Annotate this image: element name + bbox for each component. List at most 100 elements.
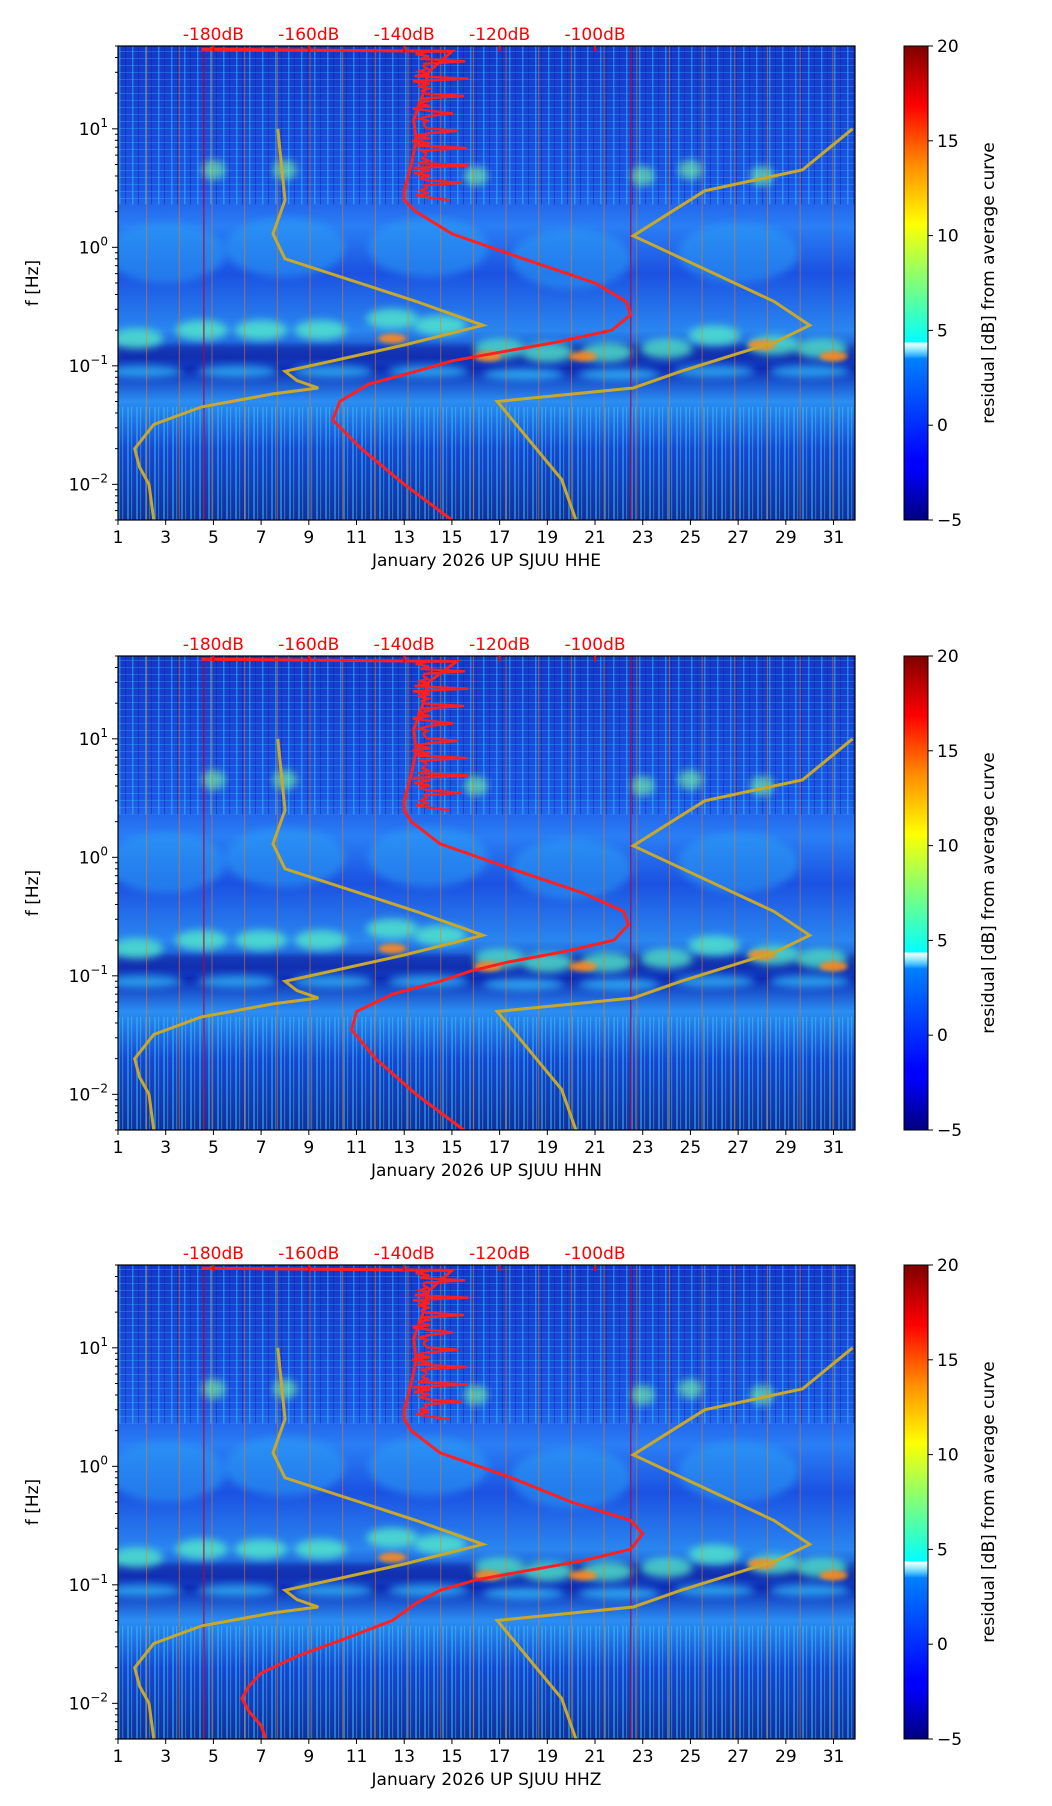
x-tick-label: 15 bbox=[441, 1747, 463, 1767]
x-tick-label: 13 bbox=[393, 528, 415, 548]
y-tick-label: 101 bbox=[79, 726, 108, 750]
x-tick-label: 29 bbox=[775, 528, 797, 548]
colorbar-tick-label: 10 bbox=[937, 227, 959, 247]
x-tick-label: 17 bbox=[489, 1138, 511, 1158]
colorbar-tick-label: −5 bbox=[937, 1121, 962, 1141]
y-tick-label: 10−2 bbox=[69, 471, 108, 495]
x-tick-label: 11 bbox=[346, 1138, 368, 1158]
y-axis-label: f [Hz] bbox=[23, 870, 43, 916]
low-noise-model bbox=[133, 1347, 489, 1739]
x-tick-label: 29 bbox=[775, 1138, 797, 1158]
colorbar-tick-label: −5 bbox=[937, 1730, 962, 1750]
x-tick-label: 25 bbox=[680, 528, 702, 548]
x-tick-label: 17 bbox=[489, 528, 511, 548]
colorbar-tick-label: 15 bbox=[937, 1351, 959, 1371]
top-db-label: -140dB bbox=[374, 25, 435, 45]
x-tick-label: 25 bbox=[680, 1747, 702, 1767]
top-db-label: -120dB bbox=[469, 1244, 530, 1264]
x-tick-label: 23 bbox=[632, 528, 654, 548]
x-tick-label: 9 bbox=[303, 1747, 314, 1767]
average-psd-curve bbox=[201, 657, 631, 1130]
colorbar-label: residual [dB] from average curve bbox=[979, 752, 999, 1033]
y-axis-label: f [Hz] bbox=[23, 260, 43, 306]
x-tick-label: 27 bbox=[727, 1747, 749, 1767]
x-tick-label: 27 bbox=[727, 528, 749, 548]
average-psd-curve bbox=[201, 47, 633, 520]
x-tick-label: 13 bbox=[393, 1138, 415, 1158]
y-axis-label: f [Hz] bbox=[23, 1479, 43, 1525]
x-axis-label: January 2026 UP SJUU HHZ bbox=[371, 1770, 602, 1790]
x-tick-label: 17 bbox=[489, 1747, 511, 1767]
colorbar-tick-label: 0 bbox=[937, 1026, 948, 1046]
x-tick-label: 1 bbox=[113, 1747, 124, 1767]
y-tick-label: 10−1 bbox=[69, 963, 108, 987]
x-tick-label: 23 bbox=[632, 1747, 654, 1767]
y-tick-label: 10−1 bbox=[69, 1572, 108, 1596]
high-noise-model bbox=[494, 127, 854, 520]
x-tick-label: 3 bbox=[160, 1747, 171, 1767]
colorbar-tick-label: 10 bbox=[937, 1446, 959, 1466]
colorbar: −5 0 5 10 15 20 residual [dB] from average cur… bbox=[903, 37, 999, 531]
x-tick-label: 19 bbox=[537, 1747, 559, 1767]
x-tick-label: 7 bbox=[256, 528, 267, 548]
low-noise-model bbox=[133, 738, 489, 1130]
x-tick-label: 13 bbox=[393, 1747, 415, 1767]
x-axis-label: January 2026 UP SJUU HHN bbox=[370, 1161, 602, 1181]
x-tick-label: 31 bbox=[823, 1138, 845, 1158]
colorbar-tick-label: 5 bbox=[937, 1540, 948, 1560]
x-tick-label: 3 bbox=[160, 1138, 171, 1158]
x-tick-label: 11 bbox=[346, 1747, 368, 1767]
colorbar-tick-label: 0 bbox=[937, 416, 948, 436]
spectrogram-image bbox=[118, 656, 855, 1130]
x-tick-label: 21 bbox=[584, 1747, 606, 1767]
colorbar-tick-label: 5 bbox=[937, 931, 948, 951]
colorbar-tick-label: 15 bbox=[937, 132, 959, 152]
x-tick-label: 25 bbox=[680, 1138, 702, 1158]
x-tick-label: 5 bbox=[208, 1747, 219, 1767]
top-db-label: -140dB bbox=[374, 635, 435, 655]
colorbar-tick-label: 5 bbox=[937, 321, 948, 341]
colorbar-tick-label: 15 bbox=[937, 742, 959, 762]
colorbar-tick-label: 10 bbox=[937, 837, 959, 857]
x-tick-label: 1 bbox=[113, 528, 124, 548]
colorbar-tick-label: 20 bbox=[937, 1256, 959, 1276]
x-tick-label: 19 bbox=[537, 1138, 559, 1158]
spectrogram-image bbox=[118, 1265, 855, 1739]
x-tick-label: 15 bbox=[441, 528, 463, 548]
colorbar-tick-label: −5 bbox=[937, 511, 962, 531]
y-tick-label: 10−2 bbox=[69, 1690, 108, 1714]
y-tick-label: 100 bbox=[79, 234, 108, 258]
x-tick-label: 31 bbox=[823, 528, 845, 548]
top-db-label: -160dB bbox=[278, 635, 339, 655]
colorbar-label: residual [dB] from average curve bbox=[979, 142, 999, 423]
spectrogram-image bbox=[118, 46, 855, 520]
x-axis-label: January 2026 UP SJUU HHE bbox=[371, 551, 601, 571]
top-db-label: -120dB bbox=[469, 25, 530, 45]
top-db-label: -140dB bbox=[374, 1244, 435, 1264]
x-tick-label: 21 bbox=[584, 528, 606, 548]
y-tick-label: 101 bbox=[79, 116, 108, 140]
x-tick-label: 9 bbox=[303, 1138, 314, 1158]
top-db-label: -180dB bbox=[183, 635, 244, 655]
x-tick-label: 3 bbox=[160, 528, 171, 548]
top-db-label: -180dB bbox=[183, 25, 244, 45]
y-tick-label: 100 bbox=[79, 1453, 108, 1477]
x-tick-label: 15 bbox=[441, 1138, 463, 1158]
top-db-label: -180dB bbox=[183, 1244, 244, 1264]
x-tick-label: 1 bbox=[113, 1138, 124, 1158]
x-tick-label: 21 bbox=[584, 1138, 606, 1158]
x-tick-label: 11 bbox=[346, 528, 368, 548]
colorbar-tick-label: 20 bbox=[937, 37, 959, 57]
high-noise-model bbox=[494, 1346, 854, 1739]
top-db-label: -100dB bbox=[564, 635, 625, 655]
top-db-label: -120dB bbox=[469, 635, 530, 655]
low-noise-model bbox=[133, 128, 489, 520]
colorbar: −5 0 5 10 15 20 residual [dB] from average cur… bbox=[903, 1256, 999, 1750]
top-db-label: -160dB bbox=[278, 25, 339, 45]
x-tick-label: 31 bbox=[823, 1747, 845, 1767]
x-tick-label: 5 bbox=[208, 528, 219, 548]
